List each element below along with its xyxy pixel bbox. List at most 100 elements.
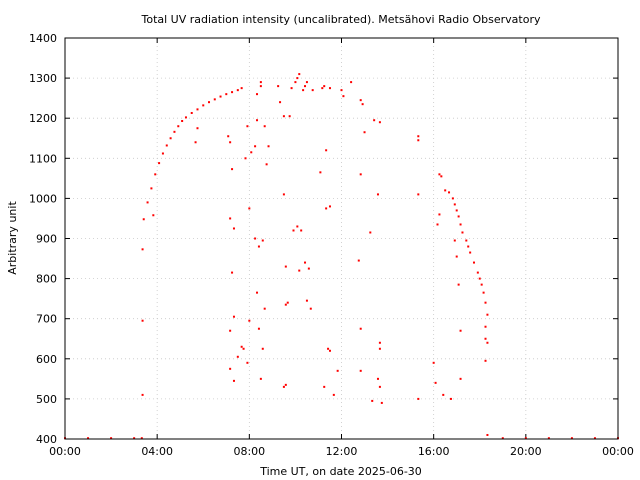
- data-point: [476, 271, 479, 274]
- data-point: [593, 437, 596, 440]
- data-point: [232, 227, 235, 230]
- data-point: [246, 361, 249, 364]
- data-points-layer: [64, 73, 619, 440]
- data-point: [294, 81, 297, 84]
- data-point: [231, 168, 234, 171]
- x-tick-label: 12:00: [326, 445, 358, 458]
- data-point: [254, 145, 257, 148]
- grid-layer: [65, 38, 618, 439]
- y-tick-label: 1000: [29, 192, 57, 205]
- data-point: [307, 267, 310, 270]
- data-point: [196, 108, 199, 111]
- data-point: [257, 327, 260, 330]
- data-point: [359, 99, 362, 102]
- data-point: [380, 401, 383, 404]
- data-point: [298, 73, 301, 76]
- data-point: [236, 89, 239, 92]
- data-point: [376, 193, 379, 196]
- data-point: [359, 173, 362, 176]
- data-point: [292, 229, 295, 232]
- data-point: [319, 171, 322, 174]
- data-point: [227, 135, 230, 138]
- data-point: [478, 277, 481, 280]
- data-point: [298, 269, 301, 272]
- data-point: [302, 89, 305, 92]
- data-point: [417, 135, 420, 138]
- data-point: [457, 283, 460, 286]
- data-point: [248, 319, 251, 322]
- data-point: [449, 397, 452, 400]
- data-point: [486, 313, 489, 316]
- data-point: [161, 152, 164, 155]
- data-point: [448, 191, 451, 194]
- data-point: [140, 437, 143, 440]
- data-point: [472, 261, 475, 264]
- data-point: [332, 393, 335, 396]
- data-point: [328, 205, 331, 208]
- data-point: [146, 201, 149, 204]
- data-point: [357, 259, 360, 262]
- data-point: [547, 437, 550, 440]
- data-point: [265, 163, 268, 166]
- data-point: [256, 93, 259, 96]
- y-tick-label: 500: [36, 393, 57, 406]
- y-tick-label: 400: [36, 433, 57, 446]
- data-point: [246, 125, 249, 128]
- data-point: [229, 367, 232, 370]
- y-tick-label: 1300: [29, 72, 57, 85]
- data-point: [286, 301, 289, 304]
- data-point: [342, 95, 345, 98]
- data-point: [259, 85, 262, 88]
- data-point: [323, 385, 326, 388]
- y-tick-label: 1400: [29, 32, 57, 45]
- data-point: [305, 299, 308, 302]
- data-point: [231, 271, 234, 274]
- data-point: [376, 377, 379, 380]
- data-point: [296, 225, 299, 228]
- data-point: [196, 127, 199, 130]
- data-point: [244, 157, 247, 160]
- data-point: [261, 347, 264, 350]
- data-point: [359, 327, 362, 330]
- data-point: [570, 437, 573, 440]
- data-point: [184, 116, 187, 119]
- data-point: [438, 173, 441, 176]
- plot-frame: [64, 37, 619, 440]
- data-point: [361, 103, 364, 106]
- data-point: [304, 85, 307, 88]
- data-point: [250, 151, 253, 154]
- y-axis-label: Arbitrary unit: [6, 201, 19, 275]
- data-point: [444, 189, 447, 192]
- data-point: [484, 359, 487, 362]
- data-point: [434, 381, 437, 384]
- data-point: [202, 104, 205, 107]
- data-point: [141, 319, 144, 322]
- data-point: [378, 121, 381, 124]
- data-point: [284, 383, 287, 386]
- data-point: [254, 237, 257, 240]
- data-point: [325, 149, 328, 152]
- data-point: [417, 139, 420, 142]
- y-tick-label: 1200: [29, 112, 57, 125]
- data-point: [236, 355, 239, 358]
- data-point: [455, 209, 458, 212]
- data-point: [242, 347, 245, 350]
- y-tick-label: 1100: [29, 152, 57, 165]
- data-point: [451, 197, 454, 200]
- data-point: [378, 347, 381, 350]
- data-point: [305, 81, 308, 84]
- data-point: [229, 329, 232, 332]
- data-point: [263, 125, 266, 128]
- data-point: [459, 329, 462, 332]
- data-point: [501, 437, 504, 440]
- data-point: [371, 399, 374, 402]
- data-point: [225, 93, 228, 96]
- data-point: [257, 245, 260, 248]
- data-point: [328, 87, 331, 90]
- data-point: [194, 141, 197, 144]
- data-point: [336, 369, 339, 372]
- data-point: [229, 141, 232, 144]
- data-point: [461, 231, 464, 234]
- data-point: [282, 115, 285, 118]
